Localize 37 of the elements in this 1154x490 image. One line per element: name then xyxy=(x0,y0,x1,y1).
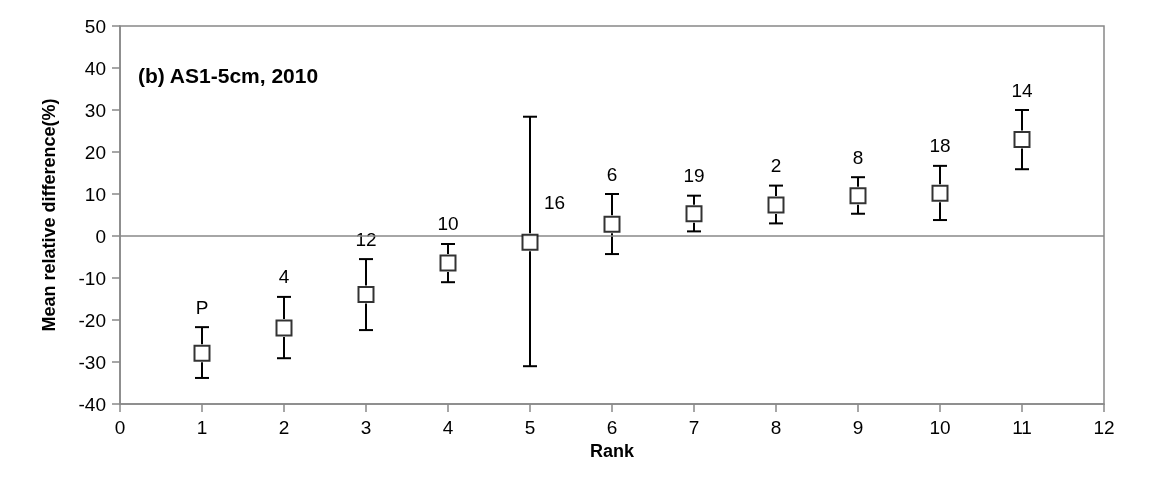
x-tick-label: 2 xyxy=(278,417,290,438)
annotation: 10 xyxy=(437,213,459,235)
annotation: P xyxy=(195,296,209,318)
x-tick-label: 4 xyxy=(442,417,454,438)
x-tick-label: 5 xyxy=(524,417,536,438)
x-tick-label: 3 xyxy=(360,417,372,438)
x-tick-label: 8 xyxy=(770,417,782,438)
x-tick-label: 7 xyxy=(688,417,700,438)
y-tick-label: -20 xyxy=(78,309,106,331)
text: (b) AS1-5cm, 2010 xyxy=(138,64,319,87)
y-tick-label: -10 xyxy=(78,267,106,289)
x-axis-title: Rank xyxy=(589,440,635,461)
annotation: 16 xyxy=(544,191,566,213)
y-tick-label: 30 xyxy=(84,99,106,121)
y-tick-label: 10 xyxy=(84,183,106,205)
y-tick-label: 0 xyxy=(95,225,106,247)
annotation: 12 xyxy=(355,228,377,250)
y-tick-label: -40 xyxy=(78,393,106,415)
y-tick-label: 20 xyxy=(84,141,106,163)
x-tick-label: 6 xyxy=(606,417,618,438)
annotation: 19 xyxy=(683,165,705,187)
annotation: 2 xyxy=(770,155,782,177)
annotation: 4 xyxy=(278,266,290,288)
y-tick-label: 50 xyxy=(84,15,106,37)
x-tick-label: 9 xyxy=(852,417,864,438)
y-tick-label: 40 xyxy=(84,57,106,79)
x-tick-label: 11 xyxy=(1012,417,1032,438)
x-tick-label: 12 xyxy=(1093,417,1115,438)
y-tick-label: -30 xyxy=(78,351,106,373)
x-tick-label: 0 xyxy=(114,417,126,438)
y-axis-title: Mean relative difference(%) xyxy=(39,98,59,332)
x-tick-label: 1 xyxy=(196,417,208,438)
annotation: 6 xyxy=(606,163,618,185)
annotation: 14 xyxy=(1011,79,1033,101)
x-tick-label: 10 xyxy=(929,417,951,438)
annotation: 8 xyxy=(852,146,864,168)
annotation: 18 xyxy=(929,135,951,157)
